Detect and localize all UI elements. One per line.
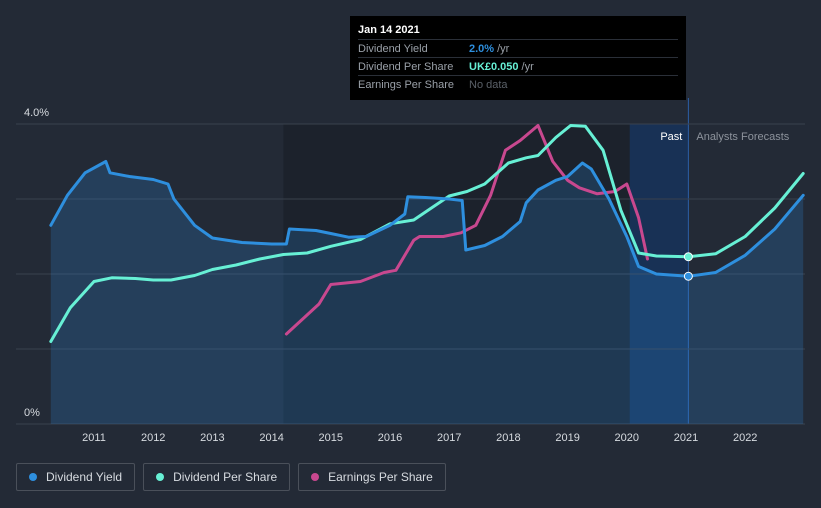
y-tick-label: 4.0% [24,107,49,119]
dividend-per-share-line [49,124,805,343]
yield-area [50,161,804,424]
x-tick-label: 2018 [496,432,520,444]
tooltip-label: Dividend Per Share [358,60,454,73]
dividend-per-share-marker [683,252,693,262]
legend-item-dividend-yield[interactable]: Dividend Yield [16,463,136,491]
tooltip-unit: /yr [521,60,534,73]
x-tick-label: 2014 [259,432,283,444]
legend-dot-icon [29,473,37,481]
analysts-forecasts-label: Analysts Forecasts [696,131,789,143]
markers [683,252,693,281]
x-tick-label: 2019 [555,432,579,444]
tooltip: Jan 14 2021 Dividend Yield 2.0% /yr Divi… [350,16,686,100]
past-label: Past [660,131,682,143]
x-tick-label: 2021 [674,432,698,444]
legend-label: Dividend Per Share [173,470,278,484]
legend-label: Dividend Yield [46,470,123,484]
x-tick-label: 2015 [319,432,343,444]
tooltip-value: No data [469,78,508,91]
dividend-yield-marker [683,271,693,281]
x-tick-label: 2012 [141,432,165,444]
tooltip-unit: /yr [497,42,510,55]
x-tick-label: 2011 [82,432,106,444]
earnings-per-share-line [284,124,649,336]
x-tick-label: 2022 [733,432,757,444]
tooltip-date: Jan 14 2021 [358,24,420,36]
tooltip-row-dividend-yield: Dividend Yield 2.0% /yr [358,39,678,57]
tooltip-label: Earnings Per Share [358,78,454,91]
legend-item-dividend-per-share[interactable]: Dividend Per Share [143,463,291,491]
tooltip-value: 2.0% [469,42,495,55]
tooltip-row-earnings-per-share: Earnings Per Share No data [358,75,678,93]
x-tick-label: 2013 [200,432,224,444]
axis-labels: 2011 2012 2013 2014 2015 2016 2017 2018 2019 2020… [24,107,790,444]
x-tick-label: 2017 [437,432,461,444]
x-tick-label: 2020 [615,432,639,444]
legend-label: Earnings Per Share [328,470,433,484]
series-lines [49,124,805,343]
dividend-yield-area [50,161,804,424]
tooltip-value: UK£0.050 [469,60,519,73]
y-tick-label: 0% [24,407,40,419]
tooltip-row-dividend-per-share: Dividend Per Share UK£0.050 /yr [358,57,678,75]
dividend-yield-line [49,160,805,278]
legend: Dividend Yield Dividend Per Share Earnin… [16,463,446,491]
legend-dot-icon [156,473,165,481]
tooltip-label: Dividend Yield [358,42,428,55]
legend-dot-icon [311,473,320,481]
x-tick-label: 2016 [378,432,402,444]
legend-item-earnings-per-share[interactable]: Earnings Per Share [298,463,446,491]
